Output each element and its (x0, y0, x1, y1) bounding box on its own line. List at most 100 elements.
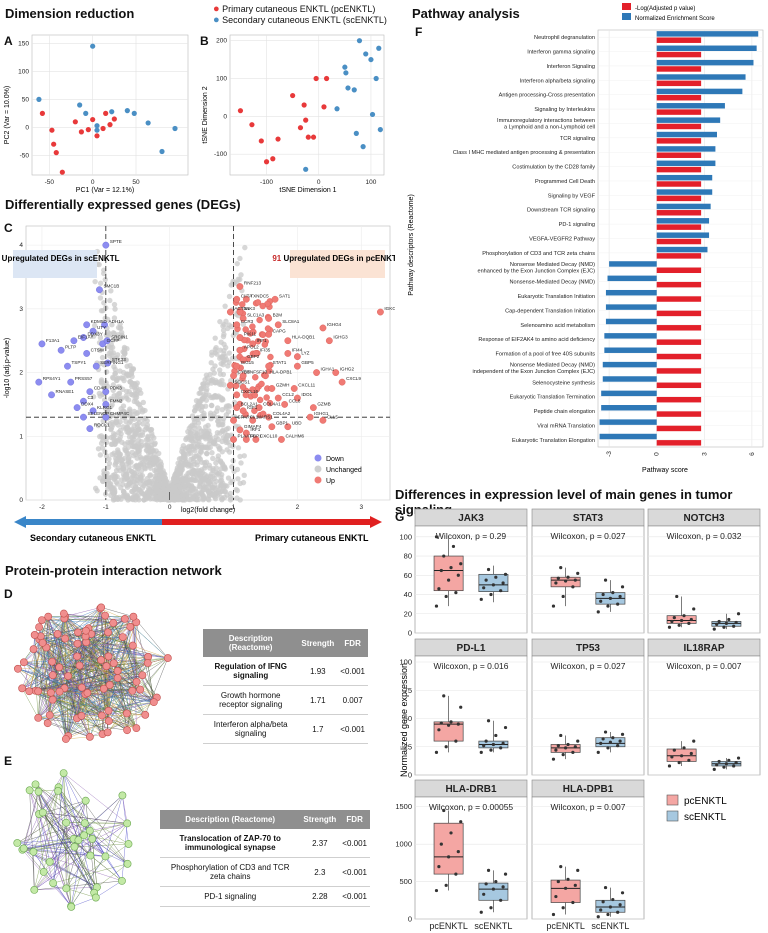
pathway-category-label: independent of the Exon Junction Complex… (472, 369, 595, 375)
pathway-category-label: Antigen processing-Cross presentation (499, 93, 595, 99)
tsne-point-scENKTL (377, 126, 383, 133)
network-node (141, 710, 150, 719)
network-node (34, 713, 43, 722)
network-edge (81, 714, 146, 717)
volcano-point-unchanged (109, 321, 115, 328)
volcano-point-up (252, 350, 260, 357)
network-edge (122, 795, 129, 844)
volcano-point-unchanged (229, 478, 236, 484)
volcano-gene-label: STAT1 (273, 360, 287, 365)
volcano-point-unchanged (182, 451, 188, 457)
pathway-x-tick: -3 (606, 451, 613, 457)
volcano-point-unchanged (147, 496, 154, 502)
pca-y-tick: 0 (25, 124, 29, 131)
volcano-point-unchanged (227, 442, 233, 449)
volcano-point-unchanged (212, 335, 218, 341)
network-edge (81, 674, 143, 688)
volcano-point-unchanged (192, 422, 198, 428)
pathway-bar-pvalue (656, 152, 702, 158)
pathway-category-label: Immunoregulatory interactions between (497, 118, 595, 124)
volcano-point-unchanged (127, 379, 134, 385)
facet-y-tick: 40 (404, 590, 412, 599)
volcano-point-unchanged (238, 460, 244, 466)
pca-point-pcENKTL (59, 169, 65, 175)
volcano-point-unchanged (135, 437, 142, 443)
pathway-bar-pvalue (656, 382, 702, 389)
volcano-point-unchanged (221, 382, 227, 388)
volcano-point-down (83, 321, 91, 329)
volcano-legend: Down Unchanged Up (314, 454, 362, 485)
box-point (447, 855, 451, 859)
volcano-gene-label: IDO1 (301, 392, 312, 397)
box-point (437, 865, 441, 869)
volcano-point-up (230, 436, 237, 443)
box-point (566, 877, 570, 881)
network-edge (63, 773, 72, 907)
box-point (692, 607, 696, 611)
network-node (73, 652, 82, 661)
volcano-point-unchanged (198, 489, 205, 496)
legend-swatch-sc (666, 810, 679, 822)
network-edge (35, 784, 98, 888)
network-edge (43, 790, 59, 872)
pathway-category-label: Downstream TCR signaling (527, 208, 595, 214)
box-point (611, 736, 615, 740)
network-edge (89, 823, 128, 831)
volcano-point-unchanged (217, 318, 223, 325)
network-edge (121, 823, 128, 881)
box-point (561, 753, 565, 757)
network-edge (41, 618, 125, 621)
network-edge (34, 888, 67, 891)
volcano-x-tick: -2 (39, 504, 45, 511)
volcano-point-unchanged (237, 276, 243, 283)
volcano-point-unchanged (212, 494, 218, 500)
pca-point-scENKTL (124, 108, 130, 114)
box-point (620, 585, 625, 589)
tsne-point-pcENKTL (301, 102, 307, 108)
network-edge (42, 812, 95, 893)
volcano-point-unchanged (146, 490, 152, 496)
volcano-point-down (67, 378, 75, 386)
facet-gene-title: JAK3 (458, 513, 484, 524)
pathway-bar-pvalue (656, 411, 702, 417)
tsne-point-pcENKTL (275, 136, 281, 142)
network-node (62, 884, 71, 893)
volcano-point-unchanged (142, 407, 148, 414)
box-point (439, 721, 443, 725)
network-node (99, 684, 108, 693)
table-d-header-strength: Strength (298, 629, 338, 657)
volcano-point-up (239, 356, 247, 364)
network-node (74, 836, 83, 844)
box-point (576, 739, 580, 743)
box-point (734, 760, 738, 765)
tsne-point-pcENKTL (249, 122, 255, 128)
box-point (489, 906, 493, 910)
volcano-point-unchanged (114, 437, 120, 444)
box-point (732, 624, 736, 628)
pathway-category-label: VEGFA-VEGFR2 Pathway (529, 237, 595, 243)
volcano-gene-label: BCL2A1 (241, 402, 259, 407)
pathway-bar-pvalue (656, 181, 702, 187)
network-edge (63, 613, 114, 624)
volcano-point-unchanged (180, 443, 187, 449)
network-edge (38, 674, 143, 692)
volcano-point-unchanged (138, 477, 144, 483)
network-node (113, 674, 122, 682)
box-point (484, 882, 488, 886)
box-iqr (478, 882, 509, 901)
tsne-y-axis-label: tSNE Dimension 2 (202, 86, 209, 143)
network-node (104, 706, 113, 715)
volcano-point-unchanged (122, 350, 128, 357)
volcano-y-tick: 0 (19, 497, 23, 504)
box-point (482, 892, 486, 896)
pathway-category-label: Cap-dependent Translation Initiation (505, 308, 595, 314)
pc-degs-box (290, 250, 385, 278)
network-edge (49, 714, 103, 735)
volcano-point-up (239, 383, 247, 391)
volcano-point-unchanged (206, 478, 212, 485)
volcano-gene-label: GIMAP4 (244, 424, 262, 429)
network-edge (58, 787, 85, 836)
box-point (434, 604, 439, 608)
network-node (102, 662, 111, 671)
pathway-y-axis-label: Pathway descriptors (Reactome) (408, 194, 415, 296)
